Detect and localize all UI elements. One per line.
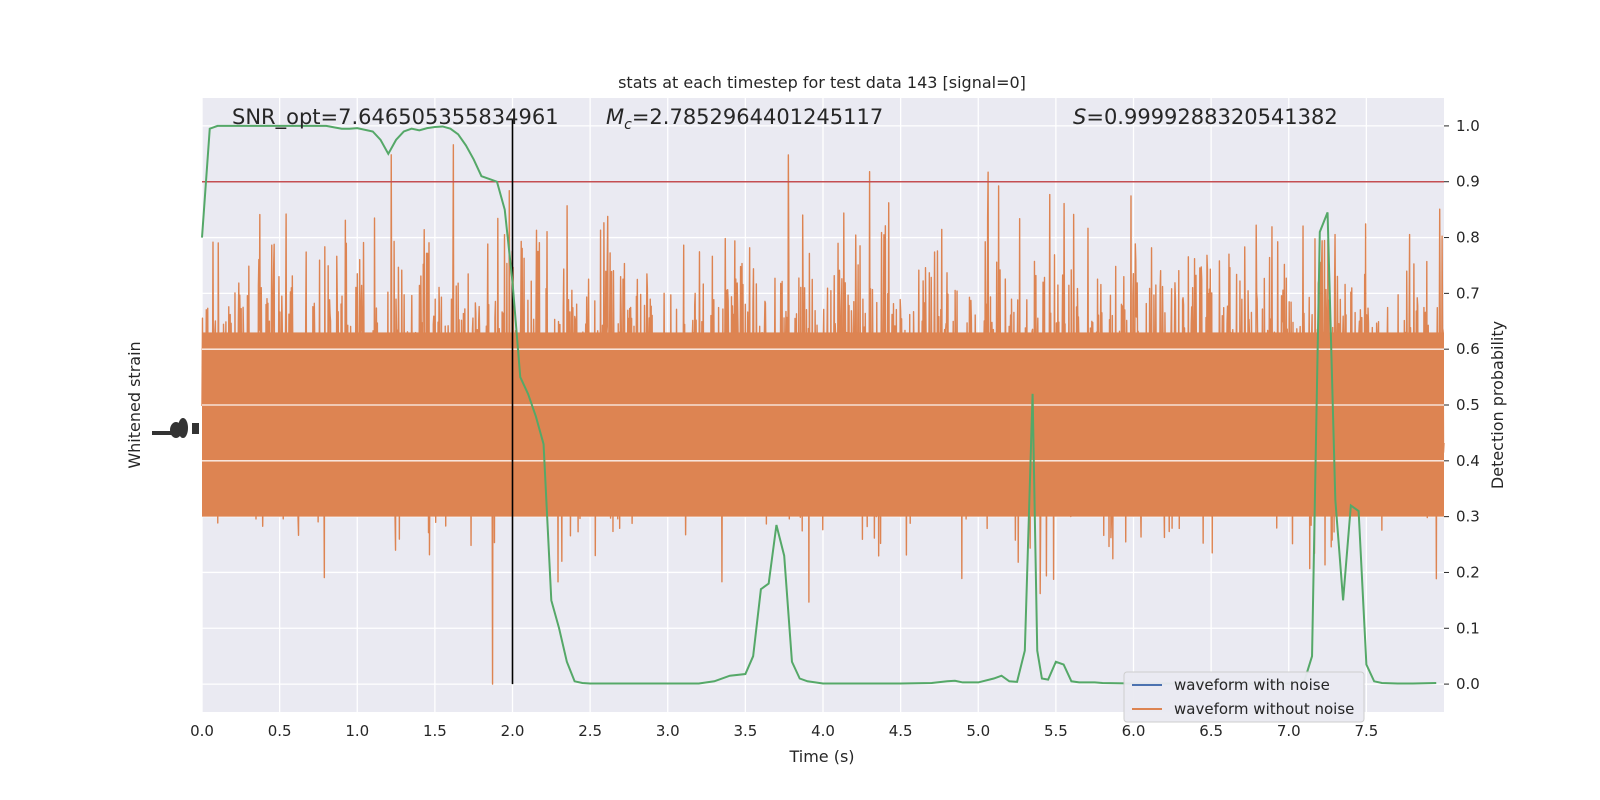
x-tick-label: 1.5 [423, 722, 447, 740]
x-tick-label: 2.0 [501, 722, 525, 740]
y-tick-label: 0.9 [1456, 173, 1480, 191]
legend-label-with-noise: waveform with noise [1174, 676, 1330, 694]
x-tick-label: 3.5 [733, 722, 757, 740]
y-axis-right-label: Detection probability [1488, 321, 1507, 489]
s-symbol: S [1073, 105, 1086, 129]
y-tick-label: 0.8 [1456, 229, 1480, 247]
x-tick-label: 6.5 [1199, 722, 1223, 740]
s-annotation: S=0.9999288320541382 [1073, 105, 1338, 129]
y-tick-label: 0.2 [1456, 563, 1480, 581]
detection-probability-line [201, 124, 1437, 685]
x-tick-label: 0.0 [190, 722, 214, 740]
y-tick-label: 0.1 [1456, 619, 1480, 637]
y-tick-label: 0.6 [1456, 340, 1480, 358]
x-tick-label: 4.0 [811, 722, 835, 740]
y-tick-label: 0.0 [1456, 675, 1480, 693]
chirp-mass-annotation: Mc=2.7852964401245117 [606, 105, 883, 133]
waveform-dense-band [202, 332, 1444, 517]
x-tick-label: 4.5 [889, 722, 913, 740]
legend: waveform with noise waveform without noi… [1123, 671, 1365, 723]
x-axis-label: Time (s) [788, 747, 854, 766]
chirp-mass-value: =2.7852964401245117 [632, 105, 883, 129]
x-tick-label: 7.0 [1277, 722, 1301, 740]
x-axis-ticks: 0.0 0.5 1.0 1.5 2.0 2.5 3.0 3.5 4.0 4.5 5.0 5.5 6.0 6… [190, 722, 1378, 740]
y-axis-right-ticks: 0.0 0.1 0.2 0.3 0.4 0.5 0.6 0.7 0.8 0.9 1.0 [1444, 117, 1480, 693]
left-axis-smudge [152, 418, 199, 438]
y-axis-left-label: Whitened strain [125, 341, 144, 468]
s-value: =0.9999288320541382 [1086, 105, 1337, 129]
y-tick-label: 0.4 [1456, 452, 1480, 470]
y-tick-label: 1.0 [1456, 117, 1480, 135]
chart-title: stats at each timestep for test data 143… [618, 73, 1026, 92]
x-tick-label: 0.5 [268, 722, 292, 740]
waveform-without-noise-series [201, 144, 1445, 685]
x-tick-label: 3.0 [656, 722, 680, 740]
x-tick-label: 5.0 [966, 722, 990, 740]
y-tick-label: 0.7 [1456, 284, 1480, 302]
y-tick-label: 0.3 [1456, 508, 1480, 526]
x-tick-label: 1.0 [345, 722, 369, 740]
x-tick-label: 6.0 [1122, 722, 1146, 740]
x-tick-label: 7.5 [1354, 722, 1378, 740]
chirp-mass-subscript: c [624, 117, 632, 133]
chirp-mass-symbol: M [606, 105, 624, 129]
y-tick-label: 0.5 [1456, 396, 1480, 414]
legend-label-without-noise: waveform without noise [1174, 700, 1354, 718]
x-tick-label: 5.5 [1044, 722, 1068, 740]
x-tick-label: 2.5 [578, 722, 602, 740]
snr-annotation: SNR_opt=7.646505355834961 [232, 105, 559, 130]
